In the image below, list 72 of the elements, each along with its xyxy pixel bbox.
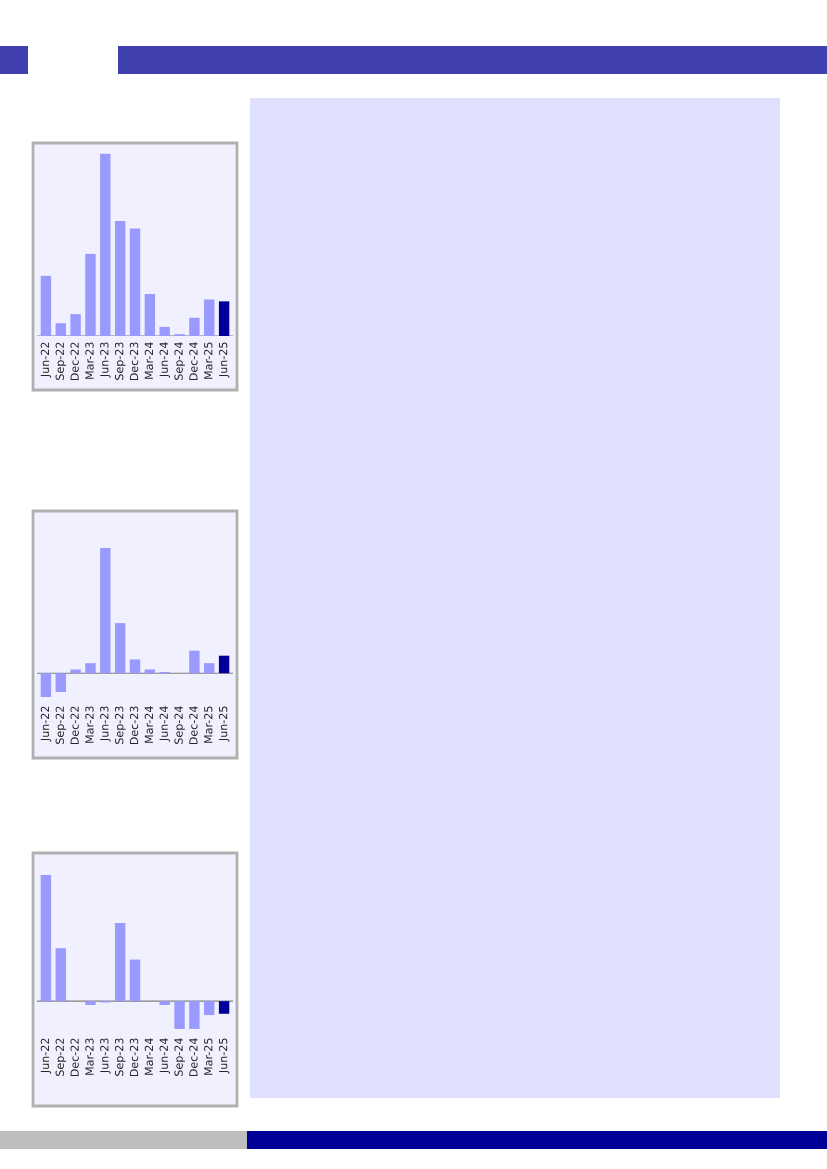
bar	[55, 948, 66, 1002]
x-tick-label: Sep-23	[114, 706, 126, 744]
bar	[114, 221, 126, 336]
x-tick-label: Dec-23	[129, 342, 139, 381]
bar	[85, 1001, 96, 1005]
bar	[114, 623, 126, 674]
bar	[129, 659, 141, 674]
x-tick-label: Sep-24	[174, 1038, 185, 1076]
bar	[218, 655, 230, 674]
bar	[189, 650, 200, 674]
x-tick-label: Jun-24	[159, 706, 170, 742]
bar	[55, 673, 66, 693]
bar	[55, 323, 66, 336]
bar	[70, 669, 81, 674]
x-tick-label: Sep-24	[174, 706, 185, 744]
bar	[204, 1001, 215, 1016]
x-tick-label: Mar-24	[144, 342, 154, 379]
bar	[204, 663, 215, 674]
x-tick-label: Dec-24	[189, 342, 198, 381]
x-tick-label: Mar-25	[204, 1038, 213, 1075]
x-tick-label: Mar-25	[204, 706, 213, 743]
bar	[40, 673, 52, 698]
bar	[114, 923, 126, 1002]
bar	[218, 301, 230, 336]
x-tick-label: Mar-24	[144, 1038, 154, 1075]
x-tick-label: Dec-24	[189, 1038, 198, 1077]
x-tick-label: Sep-24	[174, 342, 185, 380]
x-tick-label: Jun-22	[40, 706, 52, 742]
bar	[85, 663, 96, 674]
x-tick-label: Jun-25	[218, 1038, 230, 1074]
bar	[218, 1001, 230, 1014]
bar	[159, 1001, 170, 1005]
bar	[189, 317, 200, 336]
bar	[40, 275, 52, 336]
x-tick-label: Jun-24	[159, 1038, 170, 1074]
x-tick-label: Sep-22	[55, 706, 67, 744]
bar	[144, 294, 156, 336]
bar	[144, 669, 156, 674]
x-tick-label: Dec-22	[70, 1038, 79, 1077]
x-tick-label: Dec-22	[70, 706, 79, 745]
x-tick-label: Dec-22	[70, 342, 79, 381]
x-tick-label: Jun-22	[40, 1038, 52, 1074]
bar	[159, 326, 170, 336]
x-tick-label: Sep-23	[114, 342, 126, 380]
x-tick-label: Mar-25	[204, 342, 213, 379]
x-tick-label: Jun-22	[40, 342, 52, 378]
x-tick-label: Dec-24	[189, 706, 198, 745]
bar	[40, 875, 52, 1002]
x-tick-label: Dec-23	[129, 706, 139, 745]
x-tick-label: Mar-23	[85, 342, 94, 379]
bar	[85, 253, 96, 336]
bar	[129, 228, 141, 336]
x-tick-label: Sep-22	[55, 1038, 67, 1076]
x-tick-label: Jun-23	[100, 1038, 111, 1074]
bar	[129, 959, 141, 1002]
bar	[189, 1001, 200, 1029]
x-tick-label: Jun-25	[218, 706, 230, 742]
x-tick-label: Mar-24	[144, 706, 154, 743]
bar	[204, 299, 215, 336]
x-tick-label: Jun-23	[100, 342, 111, 378]
x-tick-label: Mar-23	[85, 706, 94, 743]
x-tick-label: Jun-23	[100, 706, 111, 742]
x-tick-label: Jun-24	[159, 342, 170, 378]
x-tick-label: Mar-23	[85, 1038, 94, 1075]
bar	[70, 314, 81, 336]
x-tick-label: Dec-23	[129, 1038, 139, 1077]
x-tick-label: Sep-23	[114, 1038, 126, 1076]
bar	[100, 547, 111, 674]
bar	[100, 153, 111, 336]
bar	[174, 1001, 185, 1029]
x-tick-label: Jun-25	[218, 342, 230, 378]
x-tick-label: Sep-22	[55, 342, 67, 380]
